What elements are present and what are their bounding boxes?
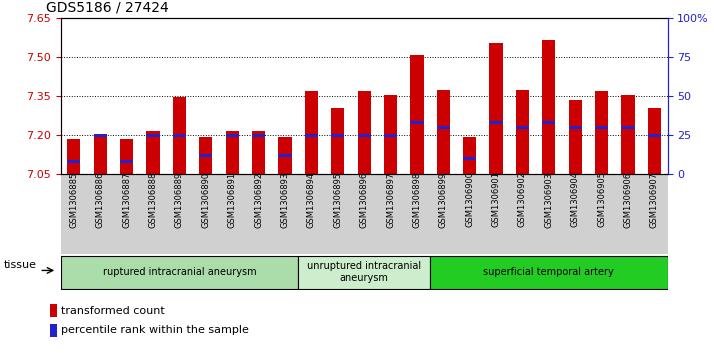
Bar bbox=[120, 160, 134, 163]
Bar bbox=[278, 136, 291, 174]
Bar bbox=[463, 136, 476, 174]
Bar bbox=[146, 131, 160, 174]
Bar bbox=[94, 134, 107, 137]
Bar bbox=[358, 134, 371, 137]
Bar bbox=[648, 134, 661, 137]
Bar bbox=[305, 91, 318, 174]
Text: percentile rank within the sample: percentile rank within the sample bbox=[61, 325, 248, 335]
Bar bbox=[331, 108, 344, 174]
Bar bbox=[595, 126, 608, 129]
Text: transformed count: transformed count bbox=[61, 306, 164, 316]
Text: superficial temporal artery: superficial temporal artery bbox=[483, 267, 614, 277]
Bar bbox=[516, 90, 529, 174]
Bar bbox=[568, 100, 582, 174]
Bar bbox=[50, 304, 57, 317]
Bar bbox=[94, 134, 107, 174]
Text: GDS5186 / 27424: GDS5186 / 27424 bbox=[46, 0, 169, 15]
Bar bbox=[516, 126, 529, 129]
Bar bbox=[226, 134, 238, 137]
Bar bbox=[437, 90, 450, 174]
Bar bbox=[146, 134, 160, 137]
Bar bbox=[568, 126, 582, 129]
Bar bbox=[120, 139, 134, 174]
Bar bbox=[542, 121, 555, 125]
Bar bbox=[50, 324, 57, 337]
Bar bbox=[384, 134, 397, 137]
Bar bbox=[411, 54, 423, 174]
Bar bbox=[226, 131, 238, 174]
Bar bbox=[67, 139, 81, 174]
Bar bbox=[278, 154, 291, 157]
FancyBboxPatch shape bbox=[298, 256, 430, 289]
Bar bbox=[648, 108, 661, 174]
Bar bbox=[490, 121, 503, 125]
Bar bbox=[199, 154, 212, 157]
Bar bbox=[252, 131, 265, 174]
Bar bbox=[199, 136, 212, 174]
Bar bbox=[437, 126, 450, 129]
Bar bbox=[411, 121, 423, 125]
Bar bbox=[542, 40, 555, 174]
Bar bbox=[358, 91, 371, 174]
Bar bbox=[173, 98, 186, 174]
Bar bbox=[595, 91, 608, 174]
Bar bbox=[173, 134, 186, 137]
Bar bbox=[331, 134, 344, 137]
FancyBboxPatch shape bbox=[61, 256, 298, 289]
Bar bbox=[384, 95, 397, 174]
Bar bbox=[621, 126, 635, 129]
Text: tissue: tissue bbox=[4, 260, 36, 270]
Text: ruptured intracranial aneurysm: ruptured intracranial aneurysm bbox=[103, 267, 256, 277]
Bar bbox=[252, 134, 265, 137]
Bar bbox=[490, 43, 503, 174]
Bar bbox=[621, 95, 635, 174]
Bar bbox=[67, 160, 81, 163]
Text: unruptured intracranial
aneurysm: unruptured intracranial aneurysm bbox=[307, 261, 421, 283]
Bar bbox=[463, 157, 476, 160]
Bar bbox=[305, 134, 318, 137]
FancyBboxPatch shape bbox=[430, 256, 668, 289]
